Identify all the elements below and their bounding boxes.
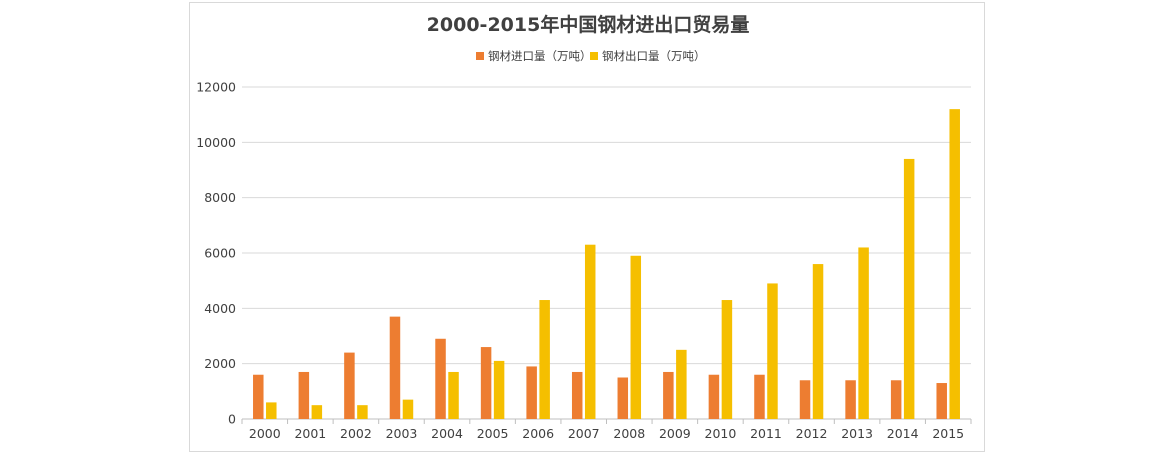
- legend: 钢材进口量（万吨） 钢材出口量（万吨）: [476, 49, 706, 63]
- y-axis-ticks: 0 2000 4000 6000 8000 10000 12000: [196, 80, 236, 427]
- bar-export: [767, 283, 778, 419]
- bar-export: [721, 300, 733, 419]
- bar-import: [480, 347, 492, 419]
- x-tick-label: 2004: [431, 426, 463, 441]
- y-tick-label: 6000: [204, 246, 236, 261]
- legend-swatch-import: [476, 52, 484, 60]
- bar-import: [936, 383, 947, 419]
- bar-import: [344, 352, 355, 419]
- bar-import: [571, 371, 583, 419]
- x-tick-label: 2001: [294, 426, 326, 441]
- y-tick-label: 0: [228, 412, 236, 427]
- bar-import: [799, 380, 811, 419]
- legend-label-import: 钢材进口量（万吨）: [488, 49, 592, 63]
- bar-export: [493, 360, 505, 419]
- bars: [253, 109, 960, 419]
- bar-export: [539, 300, 550, 419]
- bar-export: [584, 244, 596, 419]
- bar-export: [266, 402, 277, 419]
- y-tick-label: 4000: [204, 301, 236, 316]
- bar-import: [663, 371, 674, 419]
- y-tick-label: 12000: [196, 80, 236, 95]
- bar-import: [298, 371, 310, 419]
- x-tick-label: 2010: [705, 426, 737, 441]
- x-tick-label: 2003: [386, 426, 418, 441]
- chart-svg: 2000-2015年中国钢材进出口贸易量 钢材进口量（万吨） 钢材出口量（万吨）…: [196, 13, 972, 441]
- bar-import: [754, 374, 765, 419]
- bar-import: [526, 366, 537, 419]
- legend-swatch-export: [590, 52, 598, 60]
- chart-frame: 2000-2015年中国钢材进出口贸易量 钢材进口量（万吨） 钢材出口量（万吨）…: [189, 2, 985, 452]
- x-tick-label: 2009: [659, 426, 691, 441]
- bar-export: [311, 405, 323, 419]
- x-tick-label: 2012: [796, 426, 828, 441]
- bar-import: [845, 380, 856, 419]
- bar-export: [630, 255, 642, 419]
- x-tick-label: 2005: [477, 426, 509, 441]
- y-tick-label: 2000: [204, 356, 236, 371]
- bar-import: [617, 377, 629, 419]
- bar-import: [435, 338, 446, 419]
- bar-export: [903, 158, 915, 419]
- x-tick-label: 2014: [887, 426, 919, 441]
- x-tick-label: 2015: [932, 426, 964, 441]
- x-tick-label: 2002: [340, 426, 372, 441]
- x-tick-label: 2007: [568, 426, 600, 441]
- x-tick-label: 2008: [613, 426, 645, 441]
- bar-export: [949, 109, 960, 419]
- y-tick-label: 8000: [204, 190, 236, 205]
- legend-label-export: 钢材出口量（万吨）: [602, 49, 706, 63]
- x-tick-label: 2006: [522, 426, 554, 441]
- bar-export: [812, 264, 824, 419]
- bar-export: [858, 247, 869, 419]
- x-tick-label: 2000: [249, 426, 281, 441]
- chart-title: 2000-2015年中国钢材进出口贸易量: [427, 13, 750, 36]
- bar-import: [708, 374, 720, 419]
- x-axis-ticks: 2000 2001 2002 2003 2004 2005 2006 2007 2008 2009…: [241, 419, 972, 441]
- bar-export: [402, 399, 414, 419]
- bar-import: [890, 380, 902, 419]
- bar-export: [448, 371, 459, 419]
- bar-export: [357, 405, 368, 419]
- x-tick-label: 2013: [841, 426, 873, 441]
- bar-import: [389, 316, 401, 419]
- bar-export: [676, 349, 687, 419]
- bar-import: [253, 374, 264, 419]
- y-tick-label: 10000: [196, 135, 236, 150]
- x-tick-label: 2011: [750, 426, 782, 441]
